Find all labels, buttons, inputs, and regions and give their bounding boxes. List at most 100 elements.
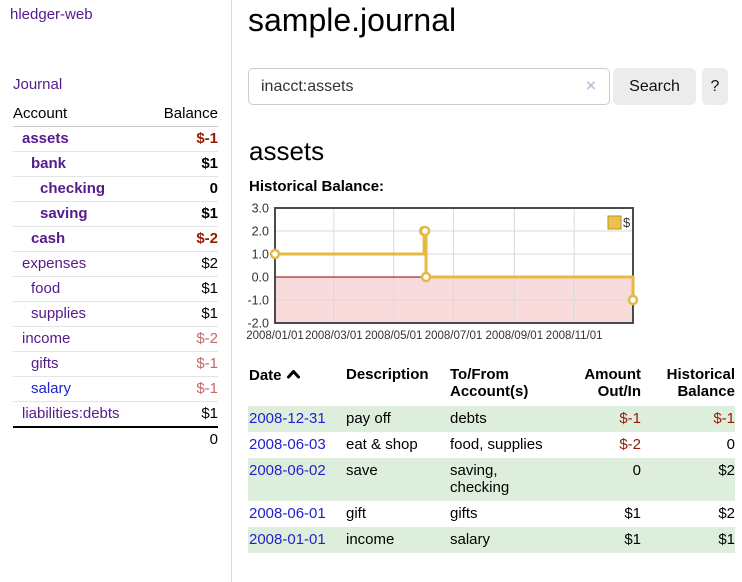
legend-swatch xyxy=(607,215,622,230)
register-row: 2008-06-03 eat & shop food, supplies $-2… xyxy=(248,432,735,458)
sort-ascending-icon xyxy=(286,366,301,383)
transaction-description: income xyxy=(346,531,395,548)
svg-text:2008/07/01: 2008/07/01 xyxy=(425,330,483,342)
account-balance: $1 xyxy=(148,301,218,327)
svg-text:0.0: 0.0 xyxy=(252,271,269,285)
transaction-description: pay off xyxy=(346,410,391,427)
account-row: supplies $1 xyxy=(13,301,218,327)
register-header-date[interactable]: Date xyxy=(248,364,345,406)
account-link-salary[interactable]: salary xyxy=(31,380,72,397)
chart-plot-border xyxy=(274,207,634,324)
transaction-date-link[interactable]: 2008-06-02 xyxy=(249,462,326,479)
account-link-assets[interactable]: assets xyxy=(22,130,69,147)
account-row: assets $-1 xyxy=(13,126,218,152)
transaction-accounts: salary xyxy=(450,531,491,548)
page-title: sample.journal xyxy=(248,2,457,38)
account-row: checking 0 xyxy=(13,176,218,202)
svg-text:2008/01/01: 2008/01/01 xyxy=(246,330,304,342)
account-balance: $-1 xyxy=(148,351,218,377)
transaction-description: eat & shop xyxy=(346,436,418,453)
accounts-header-balance: Balance xyxy=(148,102,218,127)
svg-text:2008/05/01: 2008/05/01 xyxy=(365,330,423,342)
account-row: gifts $-1 xyxy=(13,351,218,377)
svg-text:2.0: 2.0 xyxy=(252,225,269,239)
account-link-liabilities-debts[interactable]: liabilities:debts xyxy=(22,405,120,422)
legend-label: $ xyxy=(623,215,631,230)
account-row: food $1 xyxy=(13,276,218,302)
account-link-supplies[interactable]: supplies xyxy=(31,305,87,322)
register-header-amount: Amount Out/In xyxy=(584,366,641,400)
transaction-amount: $-1 xyxy=(619,410,641,427)
account-balance: 0 xyxy=(148,176,218,202)
account-link-expenses[interactable]: expenses xyxy=(22,255,87,272)
transaction-amount: 0 xyxy=(632,462,641,479)
account-row: saving $1 xyxy=(13,201,218,227)
transaction-accounts: gifts xyxy=(450,505,478,522)
app-brand-link[interactable]: hledger-web xyxy=(10,6,93,23)
transaction-amount: $1 xyxy=(624,505,641,522)
account-balance: $-1 xyxy=(148,126,218,152)
account-balance: $1 xyxy=(148,401,218,427)
register-header-balance: Historical Balance xyxy=(666,366,735,400)
account-balance: $2 xyxy=(148,251,218,277)
clear-search-icon[interactable]: × xyxy=(586,76,596,95)
transaction-accounts: debts xyxy=(450,410,487,427)
svg-text:2008/11/01: 2008/11/01 xyxy=(546,330,603,342)
account-link-food[interactable]: food xyxy=(31,280,61,297)
register-header-row: Date Description To/From Account(s) Amou… xyxy=(248,364,735,406)
account-link-cash[interactable]: cash xyxy=(31,230,66,247)
account-heading: assets xyxy=(249,136,325,166)
transaction-description: gift xyxy=(346,505,367,522)
account-row: bank $1 xyxy=(13,151,218,177)
register-table: Date Description To/From Account(s) Amou… xyxy=(248,364,735,553)
account-row: cash $-2 xyxy=(13,226,218,252)
transaction-amount: $-2 xyxy=(619,436,641,453)
transaction-date-link[interactable]: 2008-06-03 xyxy=(249,436,326,453)
transaction-balance: $2 xyxy=(718,505,735,522)
account-link-gifts[interactable]: gifts xyxy=(31,355,59,372)
account-row: income $-2 xyxy=(13,326,218,352)
transaction-date-link[interactable]: 2008-12-31 xyxy=(249,410,326,427)
svg-text:2008/03/01: 2008/03/01 xyxy=(305,330,363,342)
transaction-date-link[interactable]: 2008-06-01 xyxy=(249,505,326,522)
account-balance: $1 xyxy=(148,151,218,177)
register-header-description: Description xyxy=(346,366,429,383)
transaction-balance: $2 xyxy=(718,462,735,479)
account-balance: $-1 xyxy=(148,376,218,402)
svg-text:2008/09/01: 2008/09/01 xyxy=(486,330,544,342)
account-row: liabilities:debts $1 xyxy=(13,401,218,427)
transaction-accounts: food, supplies xyxy=(450,436,543,453)
search-input[interactable] xyxy=(248,68,610,105)
account-row: salary $-1 xyxy=(13,376,218,402)
account-balance: $-2 xyxy=(148,226,218,252)
register-header-accounts: To/From Account(s) xyxy=(450,366,529,400)
accounts-total-row: 0 xyxy=(13,426,218,452)
svg-text:-1.0: -1.0 xyxy=(247,294,269,308)
accounts-table: Account Balance assets $-1 bank $1 check… xyxy=(13,102,218,452)
transaction-date-link[interactable]: 2008-01-01 xyxy=(249,531,326,548)
transaction-description: save xyxy=(346,462,378,479)
account-link-checking[interactable]: checking xyxy=(40,180,106,197)
register-row: 2008-12-31 pay off debts $-1 $-1 xyxy=(248,406,735,432)
transaction-balance: 0 xyxy=(726,436,735,453)
chart-series xyxy=(269,225,639,306)
help-button[interactable]: ? xyxy=(702,68,728,105)
account-balance: $-2 xyxy=(148,326,218,352)
transaction-accounts: saving, checking xyxy=(450,462,510,496)
accounts-total-value: 0 xyxy=(148,426,218,452)
sidebar-item-journal[interactable]: Journal xyxy=(13,76,63,93)
account-link-income[interactable]: income xyxy=(22,330,71,347)
account-balance: $1 xyxy=(148,201,218,227)
transaction-balance: $1 xyxy=(718,531,735,548)
account-row: expenses $2 xyxy=(13,251,218,277)
chart-legend: $ xyxy=(607,215,631,230)
account-link-bank[interactable]: bank xyxy=(31,155,67,172)
accounts-header-account: Account xyxy=(13,102,149,127)
chart-heading: Historical Balance: xyxy=(249,178,385,195)
svg-text:3.0: 3.0 xyxy=(252,202,269,216)
account-link-saving[interactable]: saving xyxy=(40,205,88,222)
chart-plot-background xyxy=(275,208,633,323)
search-button[interactable]: Search xyxy=(613,68,696,105)
